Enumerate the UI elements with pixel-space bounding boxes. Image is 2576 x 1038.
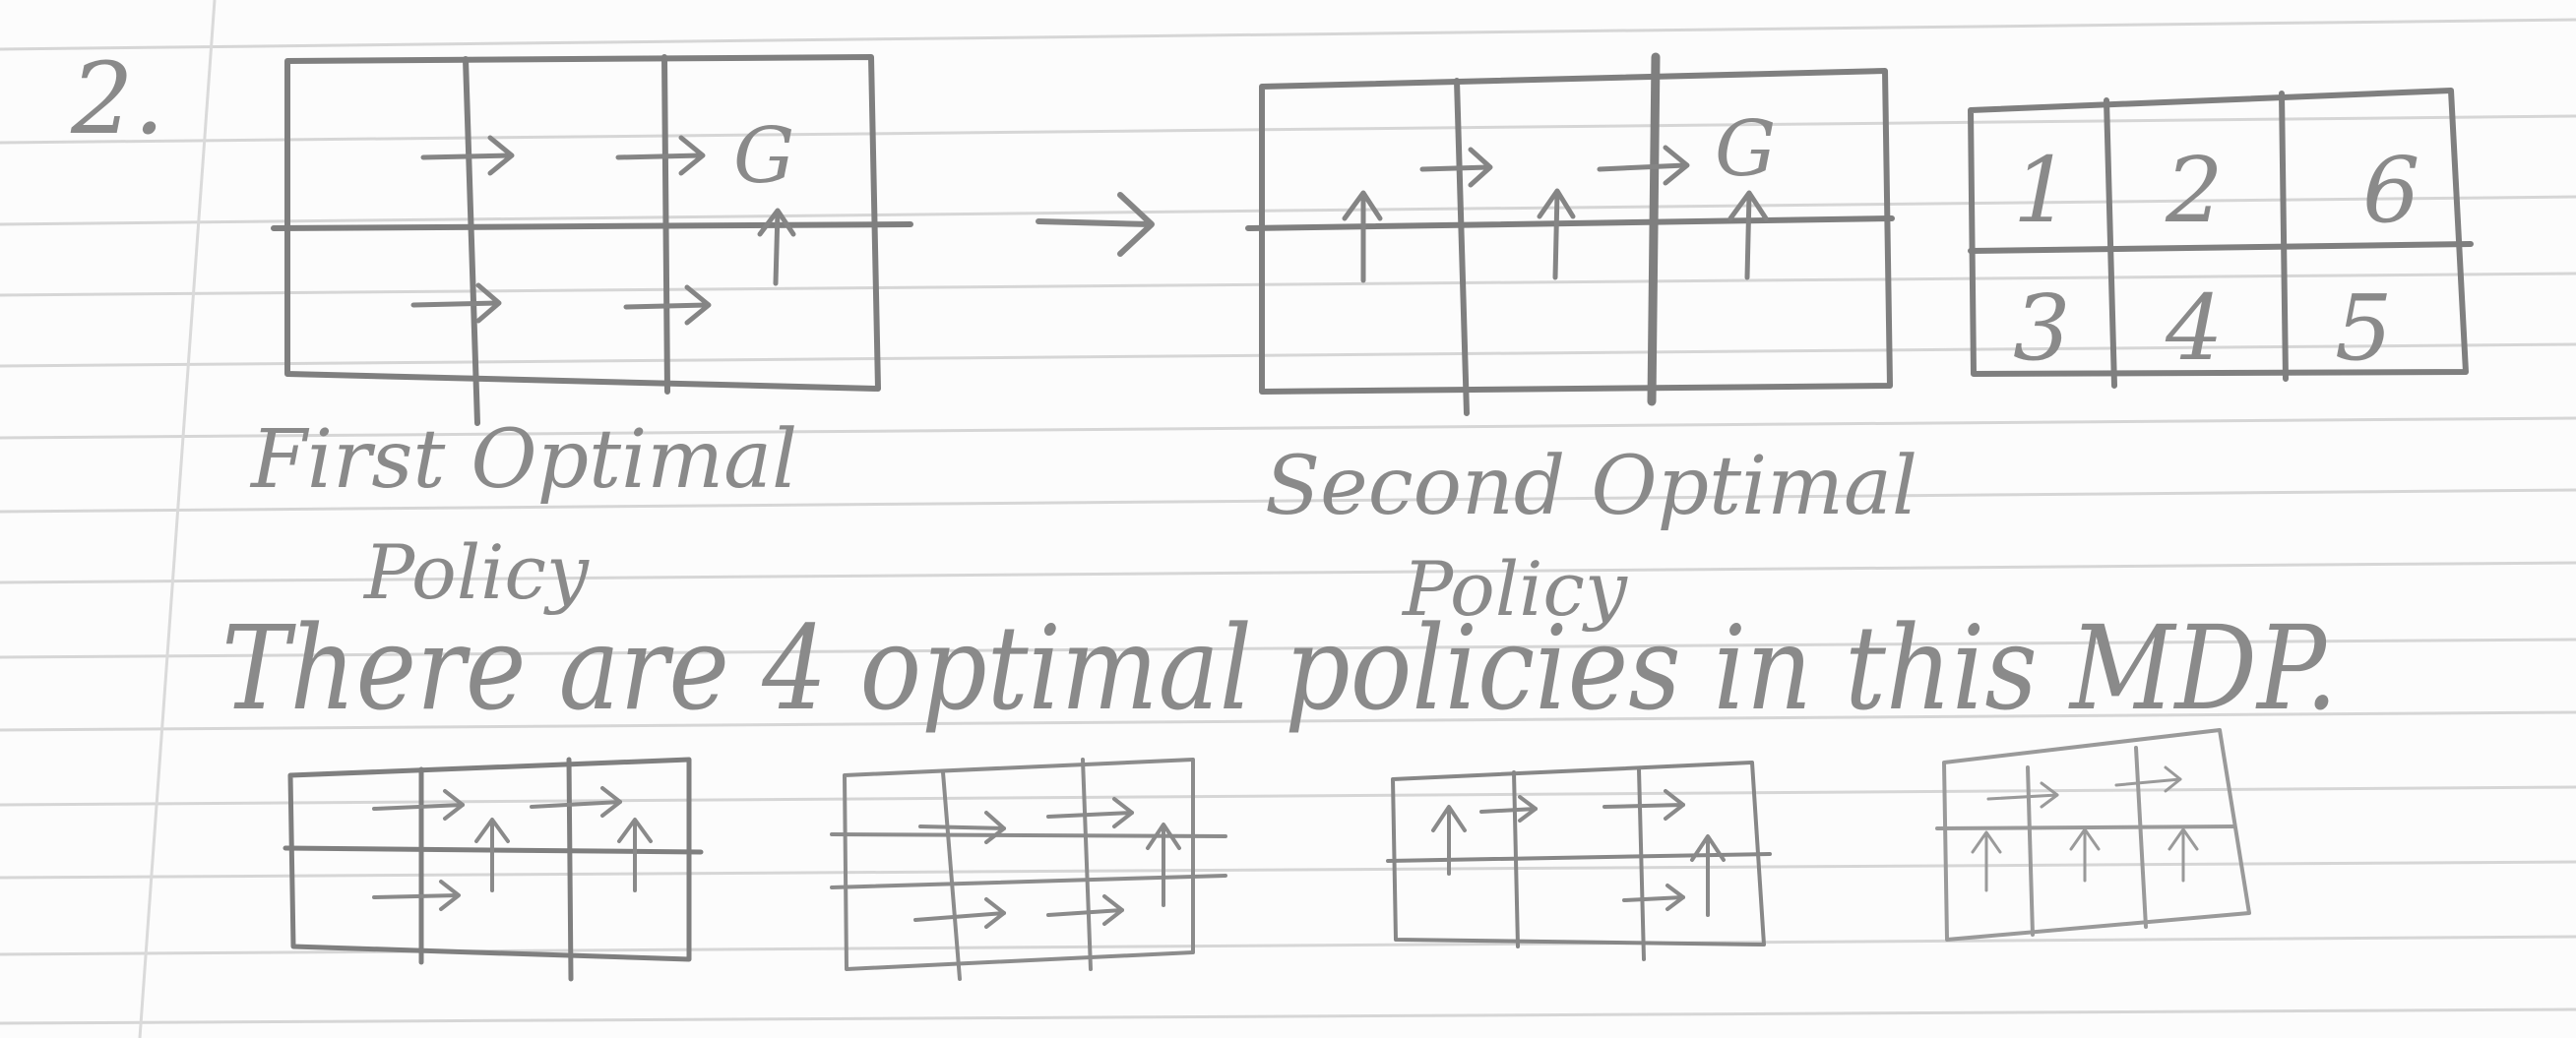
- small-policy-2: [830, 758, 1227, 981]
- state-number: 3: [2013, 275, 2071, 381]
- up-arrow-icon: [757, 208, 796, 286]
- right-arrow-icon: [420, 135, 515, 176]
- small-policy-1: [283, 757, 704, 982]
- right-arrow-icon: [1986, 781, 2059, 809]
- right-arrow-icon: [372, 880, 461, 911]
- right-arrow-icon: [918, 811, 1006, 844]
- right-arrow-icon: [372, 789, 465, 821]
- right-arrow-icon: [1479, 795, 1538, 823]
- up-arrow-icon: [1342, 190, 1383, 283]
- state-number: 2: [2165, 138, 2224, 243]
- small-policy-3: [1386, 761, 1772, 961]
- first-policy-label-line1: First Optimal: [249, 413, 797, 507]
- second-policy-arrows: [1342, 145, 1769, 283]
- up-arrow-icon: [1690, 834, 1726, 917]
- second-policy-label-line2: Policy: [1401, 545, 1628, 633]
- right-arrow-icon: [2114, 765, 2182, 793]
- up-arrow-icon: [474, 818, 510, 892]
- second-policy-grid: [1245, 52, 1895, 416]
- right-arrow-icon: [530, 786, 622, 818]
- up-arrow-icon: [1971, 830, 2002, 892]
- right-arrow-icon: [1046, 894, 1124, 926]
- right-arrow-icon: [1602, 789, 1685, 821]
- up-arrow-icon: [2168, 827, 2199, 883]
- right-arrow-icon: [913, 897, 1006, 929]
- first-policy-grid: [271, 54, 913, 426]
- goal-label: G: [1715, 105, 1776, 194]
- state-number: 4: [2165, 275, 2224, 381]
- statement-text: There are 4 optimal policies in this MDP…: [221, 600, 2338, 736]
- up-arrow-icon: [617, 818, 653, 892]
- goal-label: G: [733, 112, 794, 201]
- right-arrow-icon: [1622, 884, 1685, 911]
- up-arrow-icon: [2069, 827, 2101, 883]
- state-number: 6: [2362, 138, 2420, 243]
- margin-line: [138, 0, 217, 1038]
- right-arrow-icon: [410, 282, 502, 324]
- right-arrow-icon: [615, 135, 706, 176]
- right-arrow-icon: [1046, 797, 1134, 828]
- up-arrow-icon: [1728, 190, 1769, 280]
- state-numbers: 1 2 6 3 4 5: [2013, 138, 2420, 381]
- right-arrow-icon: [623, 284, 712, 326]
- state-number: 1: [2013, 138, 2071, 243]
- ruled-lines: [0, 18, 2576, 1025]
- right-arrow-icon: [1597, 145, 1690, 186]
- state-number: 5: [2335, 275, 2393, 381]
- state-number-grid: [1968, 88, 2474, 389]
- up-arrow-icon: [1537, 188, 1576, 280]
- right-arrow-icon: [1419, 147, 1493, 188]
- up-arrow-icon: [1431, 805, 1467, 876]
- up-arrow-icon: [1146, 823, 1181, 907]
- second-policy-label-line1: Second Optimal: [1265, 440, 1917, 533]
- problem-number: 2.: [70, 41, 164, 156]
- small-policy-4: [1935, 728, 2251, 942]
- first-policy-label-line2: Policy: [362, 528, 590, 616]
- first-policy-arrows: [410, 135, 796, 326]
- transition-arrow-icon: [1036, 192, 1155, 257]
